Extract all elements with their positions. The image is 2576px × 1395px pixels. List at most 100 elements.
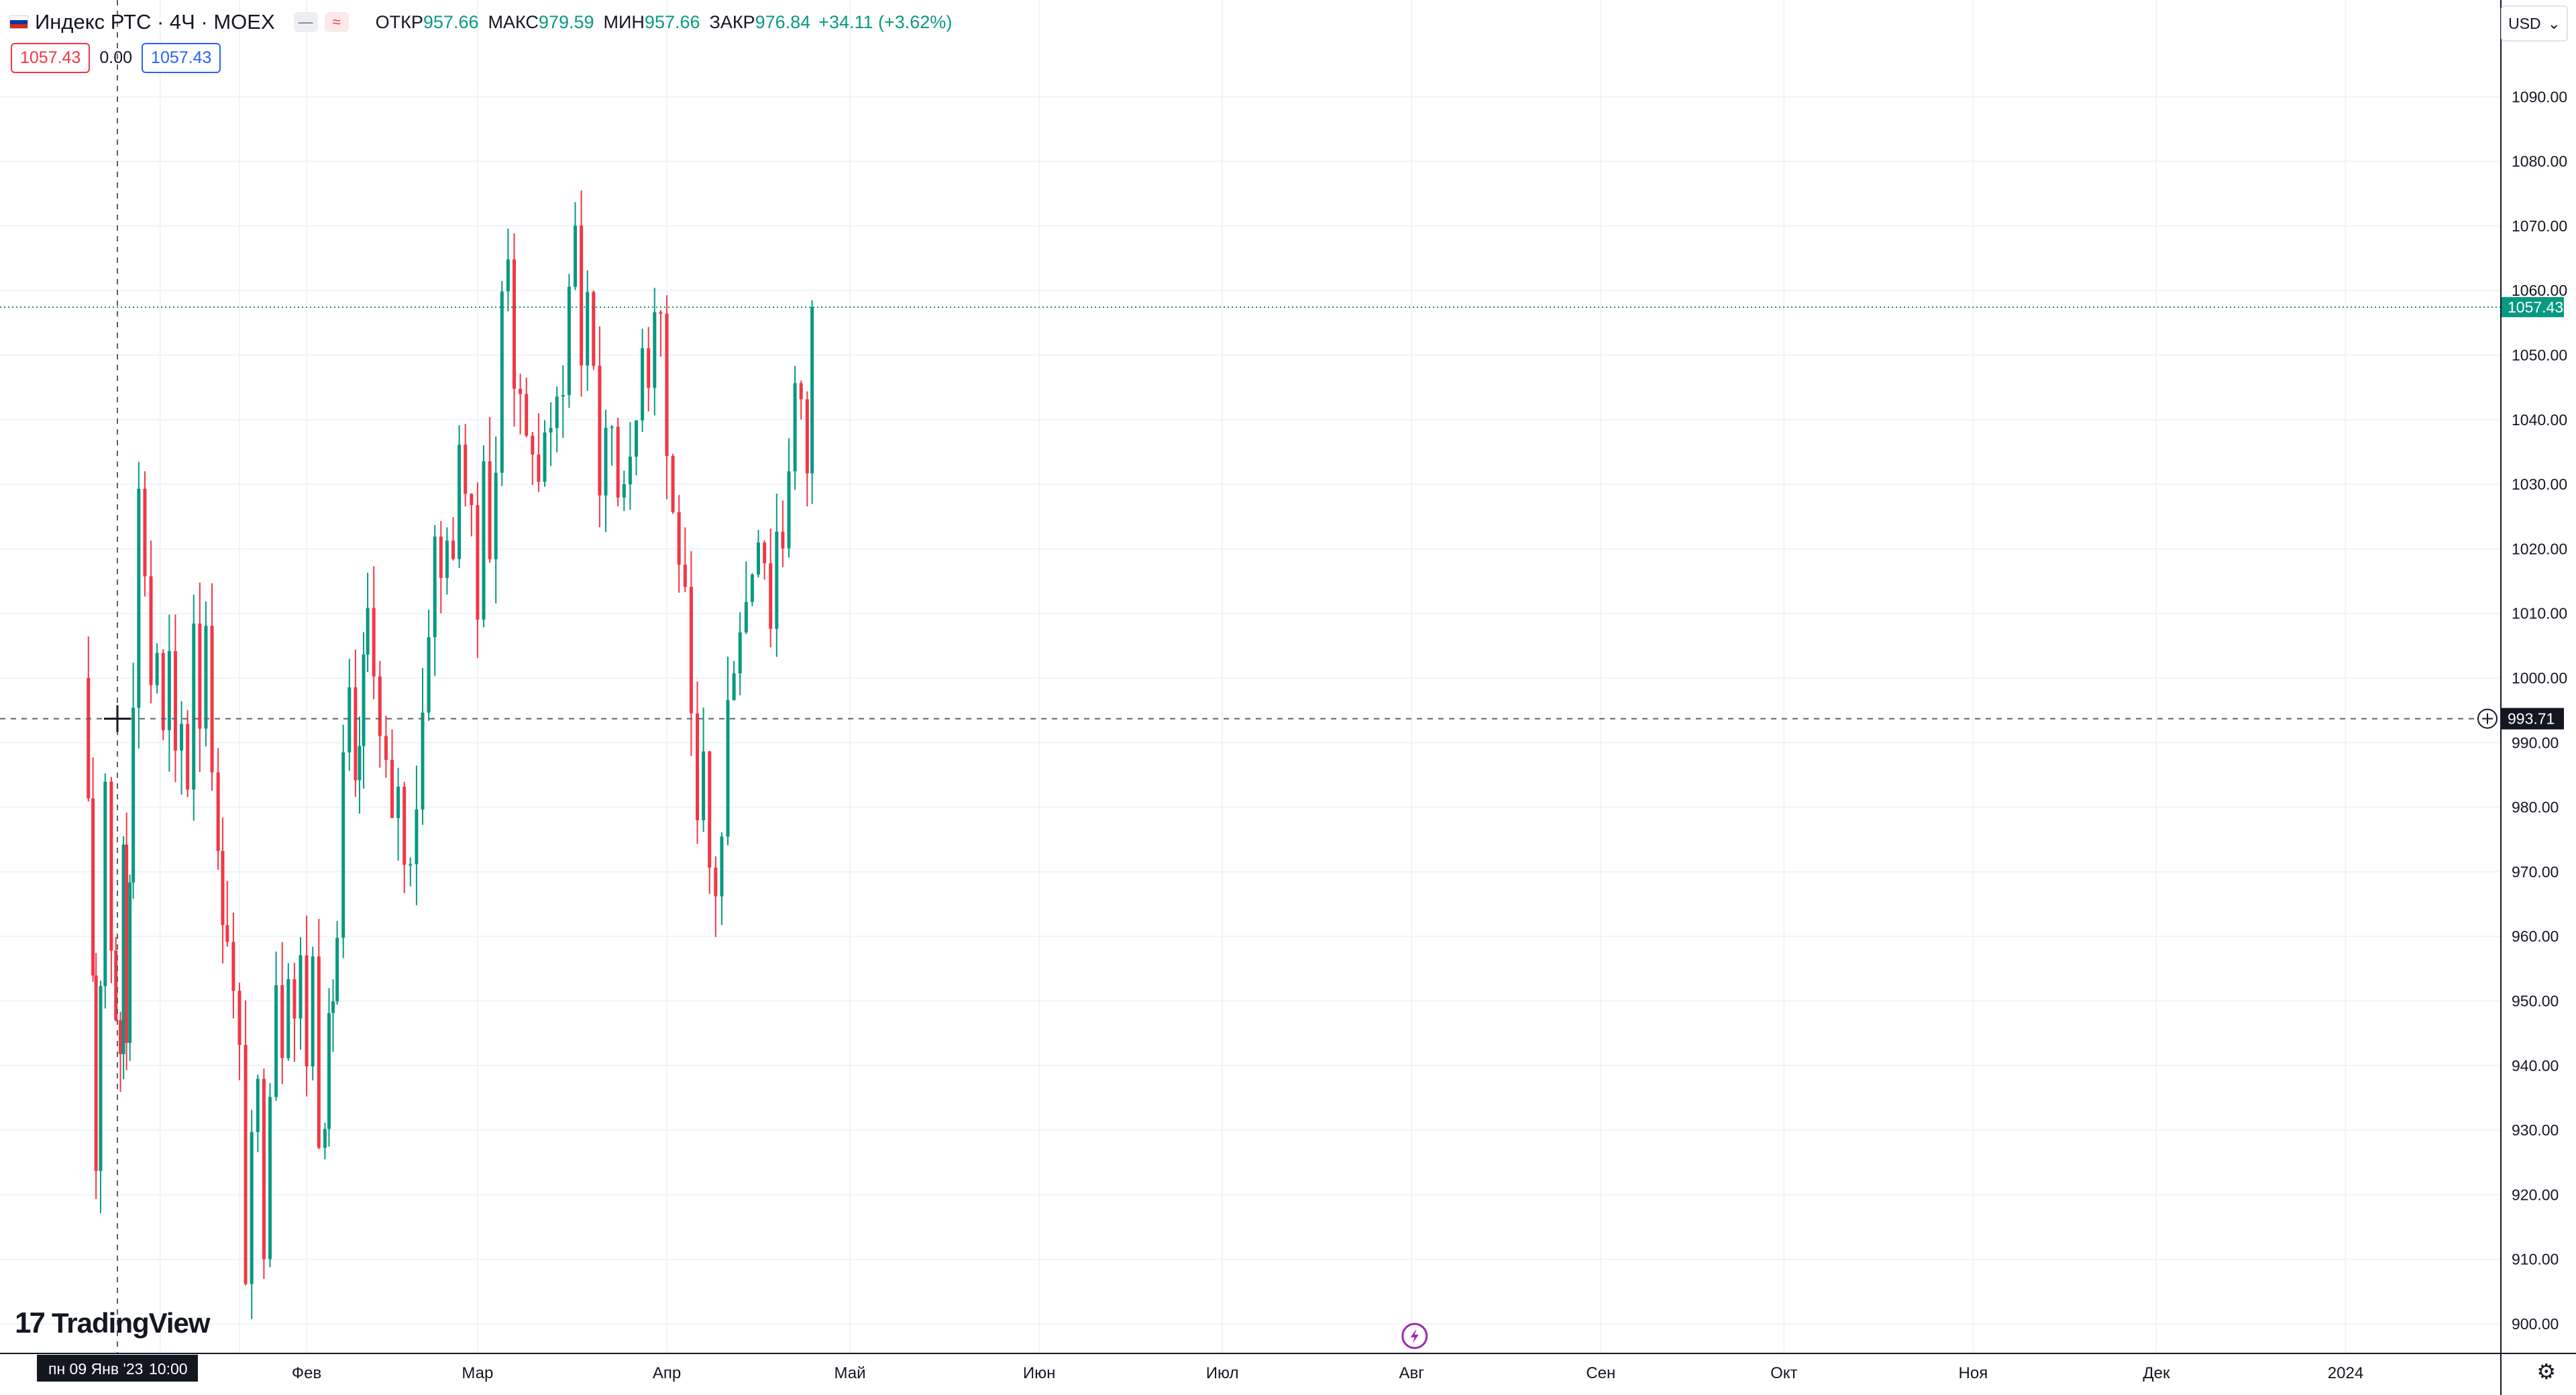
open-value: 957.66 [423, 11, 479, 32]
candle-body [574, 225, 577, 287]
candle-body [561, 395, 565, 397]
price-tick-label: 940.00 [2512, 1057, 2559, 1074]
candle-body [793, 383, 797, 471]
price-tick-label: 1050.00 [2512, 347, 2567, 364]
candle-body [744, 602, 748, 632]
candle-body [155, 653, 159, 685]
candle-body [103, 781, 107, 987]
price-tick-label: 950.00 [2512, 993, 2559, 1010]
currency-select[interactable]: USD ⌄ [2501, 5, 2568, 42]
candle-body [198, 623, 202, 729]
candle-body [131, 708, 136, 883]
candle-body [702, 751, 706, 821]
crosshair-price-badge [2501, 708, 2564, 730]
candle-body [362, 654, 366, 746]
candle-body [125, 844, 129, 1043]
price-tick-label: 990.00 [2512, 734, 2559, 751]
candle-body [402, 786, 407, 865]
candle-body [143, 488, 147, 577]
candle-body [810, 306, 814, 473]
candle-body [525, 394, 529, 436]
candle-body [696, 713, 699, 821]
sell-price-button[interactable]: 1057.43 [11, 43, 91, 73]
candle-body [708, 751, 712, 868]
candle-body [109, 781, 113, 951]
candle-body [327, 1013, 331, 1129]
last-price-label: 1057.43 [2508, 298, 2563, 316]
tradingview-logo[interactable]: 17 TradingView [15, 1306, 211, 1340]
price-tick-label: 1010.00 [2512, 605, 2567, 622]
high-value: 979.59 [538, 11, 594, 32]
candle-body [149, 576, 153, 685]
hide-indicator-icon[interactable]: — [293, 12, 318, 32]
candle-body [317, 956, 321, 1148]
time-tick-label: Май [834, 1364, 865, 1382]
price-tick-label: 970.00 [2512, 863, 2559, 881]
low-value: 957.66 [644, 11, 700, 32]
candle-body [221, 850, 225, 926]
candle-body [580, 225, 584, 366]
candle-body [506, 259, 510, 292]
candle-body [237, 991, 241, 1046]
candle-body [415, 809, 419, 864]
price-tick-label: 930.00 [2512, 1121, 2559, 1139]
candle-body [128, 882, 132, 1043]
candle-body [513, 259, 516, 389]
price-tick-label: 1000.00 [2512, 669, 2567, 687]
candle-body [647, 348, 651, 388]
candle-body [519, 388, 523, 394]
candle-body [653, 312, 657, 388]
candle-body [331, 1001, 335, 1013]
candle-body [250, 1131, 254, 1284]
candle-body [335, 938, 339, 1002]
candle-body [274, 985, 278, 1097]
candle-body [268, 1097, 272, 1260]
high-label: МАКС [488, 11, 539, 32]
candle-body [192, 623, 196, 790]
time-tick-label: Фев [292, 1364, 321, 1382]
currency-label: USD [2508, 14, 2541, 32]
candle-body [280, 985, 284, 1058]
candle-body [87, 678, 91, 799]
candle-body [161, 653, 165, 730]
russia-flag-icon [9, 15, 28, 29]
time-tick-label: Мар [462, 1364, 493, 1382]
time-tick-label: Окт [1770, 1364, 1797, 1382]
price-tick-label: 960.00 [2512, 928, 2559, 945]
price-tick-label: 1060.00 [2512, 282, 2567, 299]
candle-body [94, 975, 98, 1171]
candle-body [799, 383, 803, 400]
candle-body [659, 312, 663, 314]
compare-icon[interactable]: ≈ [324, 12, 349, 32]
time-tick-label: Ноя [1959, 1364, 1988, 1382]
time-tick-label: Апр [653, 1364, 681, 1382]
candle-body [445, 541, 449, 578]
candle-body [555, 396, 559, 429]
logo-text: TradingView [51, 1307, 211, 1339]
candle-body [763, 543, 767, 563]
candle-body [225, 925, 229, 942]
close-value: 976.84 [755, 11, 811, 32]
candle-body [592, 292, 596, 366]
last-price-badge [2501, 296, 2564, 317]
candle-body [433, 537, 437, 637]
candle-body [567, 286, 571, 396]
candle-body [543, 432, 547, 482]
candle-body [470, 494, 474, 506]
candle-body [354, 687, 358, 781]
candle-body [714, 867, 718, 897]
candle-body [598, 366, 602, 496]
chevron-down-icon: ⌄ [2547, 14, 2561, 32]
time-tick-label: Дек [2143, 1364, 2170, 1382]
candle-body [488, 461, 492, 559]
buy-price-button[interactable]: 1057.43 [142, 43, 221, 73]
candle-body [427, 636, 431, 713]
price-tick-label: 1070.00 [2512, 217, 2567, 235]
candle-body [358, 746, 362, 781]
close-label: ЗАКР [709, 11, 755, 32]
candle-body [366, 608, 370, 655]
symbol-title[interactable]: Индекс РТС · 4Ч · MOEX [35, 10, 275, 34]
gear-icon[interactable]: ⚙ [2536, 1359, 2556, 1384]
